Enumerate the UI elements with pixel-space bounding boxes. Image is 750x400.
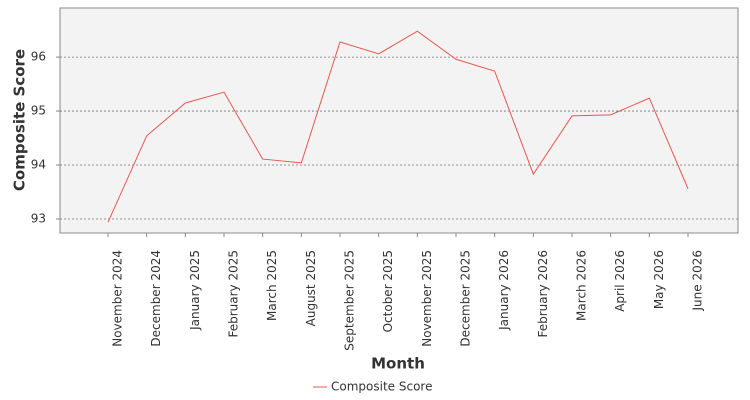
plot-area <box>59 7 739 234</box>
y-tick-label: 95 <box>31 104 46 118</box>
x-tick-label: January 2025 <box>188 250 202 331</box>
x-tick-label: December 2024 <box>149 250 163 347</box>
x-tick-label: August 2025 <box>304 250 318 326</box>
x-tick-label: November 2025 <box>420 250 434 347</box>
x-tick-label: March 2026 <box>575 250 589 321</box>
y-tick-label: 94 <box>31 158 46 172</box>
x-tick-label: June 2026 <box>691 250 705 312</box>
x-tick-label: December 2025 <box>459 250 473 347</box>
y-tick-label: 93 <box>31 211 46 225</box>
x-tick-label: November 2024 <box>111 250 125 347</box>
legend-label: Composite Score <box>331 380 432 394</box>
line-series <box>107 30 689 223</box>
y-axis-title: Composite Score <box>11 49 29 191</box>
x-tick-label: September 2025 <box>343 250 357 351</box>
x-tick-label: October 2025 <box>381 250 395 332</box>
x-tick-label: February 2025 <box>227 250 241 338</box>
x-tick-label: January 2026 <box>497 250 511 331</box>
x-tick-label: May 2026 <box>652 250 666 309</box>
x-tick-label: March 2025 <box>265 250 279 321</box>
x-tick-label: February 2026 <box>536 250 550 338</box>
y-tick-label: 96 <box>31 50 46 64</box>
x-tick-label: April 2026 <box>613 250 627 312</box>
x-axis-title: Month <box>371 355 425 373</box>
